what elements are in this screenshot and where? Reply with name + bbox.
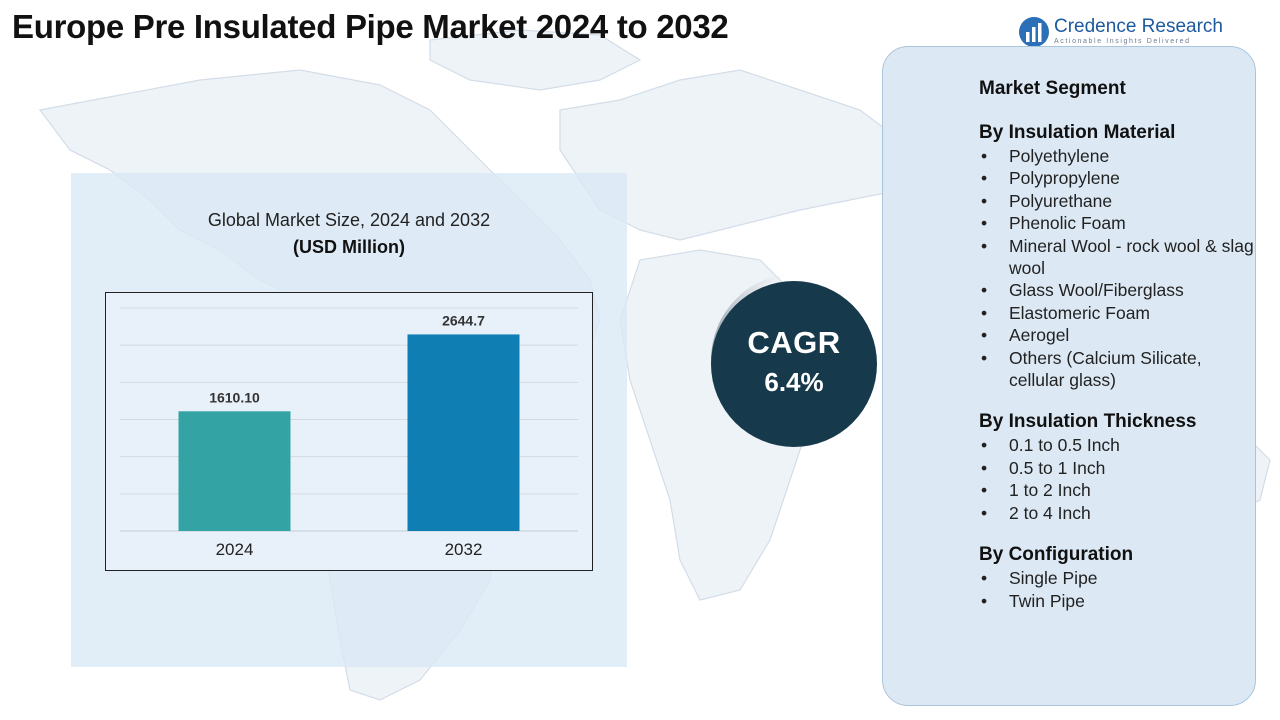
list-item: Others (Calcium Silicate, cellular glass… — [979, 347, 1259, 392]
segment-group-title: By Insulation Thickness — [979, 411, 1197, 433]
list-item: Single Pipe — [979, 567, 1259, 590]
logo-tagline: Actionable Insights Delivered — [1054, 38, 1191, 45]
bar-chart: 1610.10 2024 2644.7 2032 — [105, 292, 593, 571]
cagr-badge: CAGR 6.4% — [711, 281, 877, 447]
segment-group-title: By Configuration — [979, 544, 1134, 566]
list-item: Aerogel — [979, 324, 1259, 347]
list-item: 0.5 to 1 Inch — [979, 457, 1259, 480]
bar-chart-svg: 1610.10 2024 2644.7 2032 — [120, 307, 578, 559]
list-item: Elastomeric Foam — [979, 302, 1259, 325]
segment-list: 0.1 to 0.5 Inch 0.5 to 1 Inch 1 to 2 Inc… — [979, 434, 1259, 524]
segment-group-insulation-thickness: By Insulation Thickness 0.1 to 0.5 Inch … — [979, 411, 1259, 524]
bar-2024 — [178, 411, 291, 531]
market-segment-heading: Market Segment — [979, 78, 1126, 99]
list-item: 2 to 4 Inch — [979, 502, 1259, 525]
list-item: Twin Pipe — [979, 590, 1259, 613]
list-item: Polypropylene — [979, 167, 1259, 190]
market-segment-content: Market Segment By Insulation Material Po… — [979, 78, 1259, 632]
list-item: 1 to 2 Inch — [979, 479, 1259, 502]
x-tick-label-2032: 2032 — [445, 540, 483, 559]
cagr-value: 6.4% — [764, 367, 824, 397]
segment-group-title: By Insulation Material — [979, 122, 1176, 143]
page-title: Europe Pre Insulated Pipe Market 2024 to… — [12, 8, 729, 45]
segment-group-configuration: By Configuration Single Pipe Twin Pipe — [979, 544, 1259, 612]
segment-list: Polyethylene Polypropylene Polyurethane … — [979, 145, 1259, 391]
segment-list: Single Pipe Twin Pipe — [979, 567, 1259, 612]
segment-group-insulation-material: By Insulation Material Polyethylene Poly… — [979, 122, 1259, 391]
logo-name: Credence Research — [1054, 16, 1223, 37]
data-label-2032: 2644.7 — [442, 312, 485, 328]
chart-title: Global Market Size, 2024 and 2032 — [207, 210, 491, 230]
chart-unit-label: (USD Million) — [293, 237, 405, 257]
list-item: 0.1 to 0.5 Inch — [979, 434, 1259, 457]
x-tick-label-2024: 2024 — [216, 540, 254, 559]
list-item: Polyethylene — [979, 145, 1259, 168]
list-item: Polyurethane — [979, 190, 1259, 213]
bar-chart-logo-icon — [1019, 17, 1049, 47]
data-label-2024: 1610.10 — [209, 389, 260, 405]
list-item: Mineral Wool - rock wool & slag wool — [979, 235, 1259, 280]
list-item: Phenolic Foam — [979, 212, 1259, 235]
bar-2032 — [407, 334, 520, 531]
credence-research-logo[interactable]: Credence Research Actionable Insights De… — [1018, 16, 1228, 48]
cagr-label: CAGR — [747, 325, 841, 360]
list-item: Glass Wool/Fiberglass — [979, 279, 1259, 302]
